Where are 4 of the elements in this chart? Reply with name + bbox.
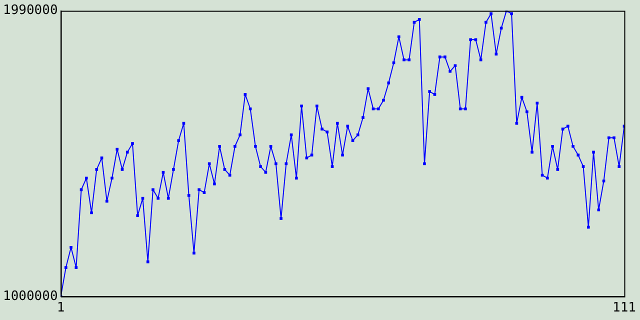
x-tick-label: 1: [56, 300, 65, 316]
y-tick-label: 1000000: [2, 288, 58, 304]
y-tick-label: 1990000: [2, 3, 58, 18]
x-tick-label: 111: [612, 300, 636, 316]
